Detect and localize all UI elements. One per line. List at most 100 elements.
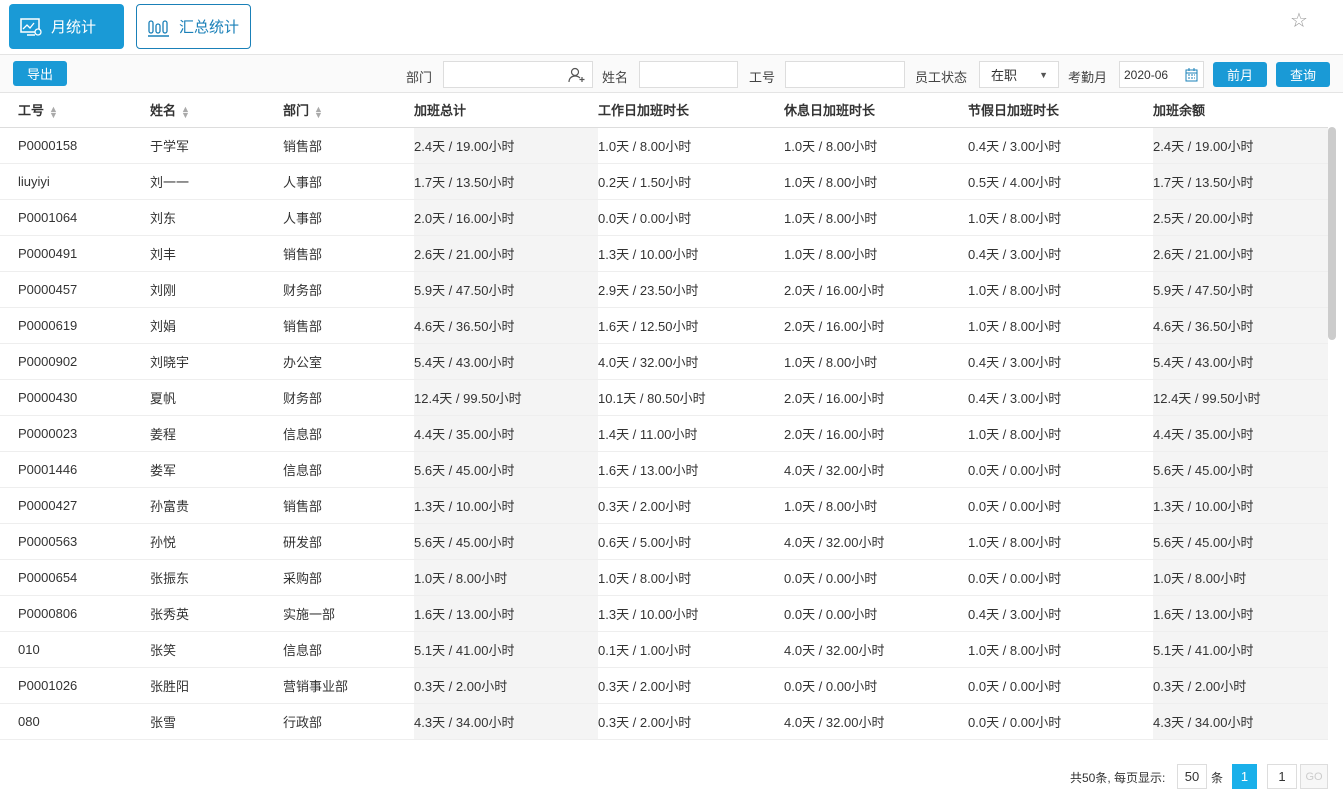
table-cell: 刘晓宇 bbox=[150, 343, 283, 380]
column-header[interactable]: 工号 ▲ ▼ bbox=[0, 93, 150, 128]
table-cell: 1.0天 / 8.00小时 bbox=[784, 343, 968, 380]
column-header-label: 工作日加班时长 bbox=[598, 103, 690, 119]
monitor-chart-icon bbox=[20, 17, 42, 36]
table-cell: P0001026 bbox=[0, 667, 150, 704]
table-cell: 0.3天 / 2.00小时 bbox=[1153, 667, 1328, 704]
export-button[interactable]: 导出 bbox=[13, 61, 67, 86]
table-cell: 孙富贵 bbox=[150, 487, 283, 524]
table-cell: 12.4天 / 99.50小时 bbox=[414, 379, 598, 416]
column-header[interactable]: 姓名 ▲ ▼ bbox=[150, 93, 283, 128]
table-cell: P0000491 bbox=[0, 235, 150, 272]
name-input[interactable] bbox=[639, 61, 738, 88]
table-cell: 0.3天 / 2.00小时 bbox=[598, 703, 784, 740]
table-row[interactable]: 080 张雪 行政部 4.3天 / 34.00小时 0.3天 / 2.00小时 4.0天 … bbox=[0, 703, 1328, 740]
table-cell: 5.9天 / 47.50小时 bbox=[414, 271, 598, 308]
favorite-star-icon[interactable]: ☆ bbox=[1290, 10, 1308, 32]
page-1-button[interactable]: 1 bbox=[1232, 764, 1257, 789]
dept-input[interactable] bbox=[443, 61, 593, 88]
table-cell: 0.3天 / 2.00小时 bbox=[598, 487, 784, 524]
table-cell: 2.6天 / 21.00小时 bbox=[414, 235, 598, 272]
table-cell: 实施一部 bbox=[283, 595, 414, 632]
pagination-summary: 共50条, 每页显示: bbox=[1070, 771, 1166, 785]
table-cell: 0.4天 / 3.00小时 bbox=[968, 379, 1153, 416]
dept-label: 部门 bbox=[406, 70, 433, 85]
user-add-icon[interactable] bbox=[568, 67, 586, 83]
column-header: 工作日加班时长 bbox=[598, 93, 784, 128]
table-cell: 1.3天 / 10.00小时 bbox=[1153, 487, 1328, 524]
table-cell: 采购部 bbox=[283, 559, 414, 596]
table-row[interactable]: P0001446 娄军 信息部 5.6天 / 45.00小时 1.6天 / 13.00小… bbox=[0, 451, 1328, 488]
status-value: 在职 bbox=[991, 68, 1018, 83]
calendar-icon[interactable] bbox=[1185, 68, 1198, 82]
tab-monthly-stats[interactable]: 月统计 bbox=[9, 4, 124, 49]
table-row[interactable]: P0000902 刘晓宇 办公室 5.4天 / 43.00小时 4.0天 / 32.00… bbox=[0, 343, 1328, 380]
table-cell: 0.4天 / 3.00小时 bbox=[968, 127, 1153, 164]
table-header: 工号 ▲ ▼ 姓名 ▲ ▼ 部门 ▲ ▼ 加班总计 工作日加班时长 休息日加班时长 节假日加班时长 加班余… bbox=[0, 93, 1328, 128]
table-cell: 2.9天 / 23.50小时 bbox=[598, 271, 784, 308]
table-cell: 4.6天 / 36.50小时 bbox=[1153, 307, 1328, 344]
table-row[interactable]: P0000427 孙富贵 销售部 1.3天 / 10.00小时 0.3天 / 2.00小… bbox=[0, 487, 1328, 524]
table-cell: 营销事业部 bbox=[283, 667, 414, 704]
table-row[interactable]: P0000654 张振东 采购部 1.0天 / 8.00小时 1.0天 / 8.00小时… bbox=[0, 559, 1328, 596]
id-label: 工号 bbox=[749, 70, 776, 85]
table-cell: 5.9天 / 47.50小时 bbox=[1153, 271, 1328, 308]
sort-icon[interactable]: ▲ ▼ bbox=[181, 103, 190, 120]
table-row[interactable]: liuyiyi 刘一一 人事部 1.7天 / 13.50小时 0.2天 / 1.50小时… bbox=[0, 163, 1328, 200]
column-header[interactable]: 部门 ▲ ▼ bbox=[283, 93, 414, 128]
table-cell: 姜程 bbox=[150, 415, 283, 452]
table-row[interactable]: P0000430 夏帆 财务部 12.4天 / 99.50小时 10.1天 / 80.5… bbox=[0, 379, 1328, 416]
table-cell: P0000654 bbox=[0, 559, 150, 596]
month-input[interactable]: 2020-06 bbox=[1119, 61, 1204, 88]
table-cell: 0.0天 / 0.00小时 bbox=[968, 451, 1153, 488]
table-row[interactable]: P0001064 刘东 人事部 2.0天 / 16.00小时 0.0天 / 0.00小时… bbox=[0, 199, 1328, 236]
table-row[interactable]: P0000806 张秀英 实施一部 1.6天 / 13.00小时 1.3天 / 10.0… bbox=[0, 595, 1328, 632]
table-cell: 1.7天 / 13.50小时 bbox=[1153, 163, 1328, 200]
table-cell: 080 bbox=[0, 703, 150, 740]
column-header-label: 节假日加班时长 bbox=[968, 103, 1060, 119]
chevron-down-icon: ▼ bbox=[1039, 69, 1048, 80]
query-button[interactable]: 查询 bbox=[1276, 62, 1330, 87]
table-cell: 0.0天 / 0.00小时 bbox=[784, 667, 968, 704]
prev-month-button[interactable]: 前月 bbox=[1213, 62, 1267, 87]
table-row[interactable]: P0000023 姜程 信息部 4.4天 / 35.00小时 1.4天 / 11.00小… bbox=[0, 415, 1328, 452]
table-cell: 5.1天 / 41.00小时 bbox=[1153, 631, 1328, 668]
overtime-table: 工号 ▲ ▼ 姓名 ▲ ▼ 部门 ▲ ▼ 加班总计 工作日加班时长 休息日加班时长 节假日加班时长 加班余… bbox=[0, 93, 1328, 740]
vertical-scrollbar[interactable] bbox=[1328, 127, 1336, 340]
table-row[interactable]: P0000563 孙悦 研发部 5.6天 / 45.00小时 0.6天 / 5.00小时… bbox=[0, 523, 1328, 560]
table-cell: 刘丰 bbox=[150, 235, 283, 272]
table-row[interactable]: P0000491 刘丰 销售部 2.6天 / 21.00小时 1.3天 / 10.00小… bbox=[0, 235, 1328, 272]
table-cell: 1.6天 / 13.00小时 bbox=[1153, 595, 1328, 632]
table-cell: P0000430 bbox=[0, 379, 150, 416]
page-size-unit: 条 bbox=[1211, 771, 1224, 785]
table-cell: 1.0天 / 8.00小时 bbox=[1153, 559, 1328, 596]
table-cell: 4.4天 / 35.00小时 bbox=[1153, 415, 1328, 452]
table-row[interactable]: P0001026 张胜阳 营销事业部 0.3天 / 2.00小时 0.3天 / 2.00… bbox=[0, 667, 1328, 704]
go-button[interactable]: GO bbox=[1300, 764, 1328, 789]
sort-icon[interactable]: ▲ ▼ bbox=[49, 103, 58, 120]
table-cell: 1.0天 / 8.00小时 bbox=[784, 235, 968, 272]
tab-label: 月统计 bbox=[51, 19, 97, 36]
table-cell: 财务部 bbox=[283, 379, 414, 416]
table-cell: 1.0天 / 8.00小时 bbox=[784, 487, 968, 524]
table-cell: liuyiyi bbox=[0, 163, 150, 200]
table-cell: 0.4天 / 3.00小时 bbox=[968, 235, 1153, 272]
status-select[interactable]: 在职 ▼ bbox=[979, 61, 1059, 88]
sort-icon[interactable]: ▲ ▼ bbox=[314, 103, 323, 120]
table-cell: 4.0天 / 32.00小时 bbox=[784, 631, 968, 668]
table-cell: 0.4天 / 3.00小时 bbox=[968, 343, 1153, 380]
column-header-label: 加班总计 bbox=[414, 103, 467, 119]
column-header: 节假日加班时长 bbox=[968, 93, 1153, 128]
tab-summary-stats[interactable]: 汇总统计 bbox=[136, 4, 251, 49]
table-cell: P0000806 bbox=[0, 595, 150, 632]
table-cell: 0.0天 / 0.00小时 bbox=[968, 703, 1153, 740]
table-row[interactable]: P0000457 刘刚 财务部 5.9天 / 47.50小时 2.9天 / 23.50小… bbox=[0, 271, 1328, 308]
id-input[interactable] bbox=[785, 61, 905, 88]
goto-page-input[interactable]: 1 bbox=[1267, 764, 1297, 789]
tab-label: 汇总统计 bbox=[179, 19, 240, 36]
table-row[interactable]: 010 张笑 信息部 5.1天 / 41.00小时 0.1天 / 1.00小时 4.0天 … bbox=[0, 631, 1328, 668]
table-cell: 0.4天 / 3.00小时 bbox=[968, 595, 1153, 632]
table-row[interactable]: P0000619 刘娟 销售部 4.6天 / 36.50小时 1.6天 / 12.50小… bbox=[0, 307, 1328, 344]
name-label: 姓名 bbox=[602, 70, 629, 85]
table-row[interactable]: P0000158 于学军 销售部 2.4天 / 19.00小时 1.0天 / 8.00小… bbox=[0, 127, 1328, 164]
page-size-input[interactable]: 50 bbox=[1177, 764, 1207, 789]
